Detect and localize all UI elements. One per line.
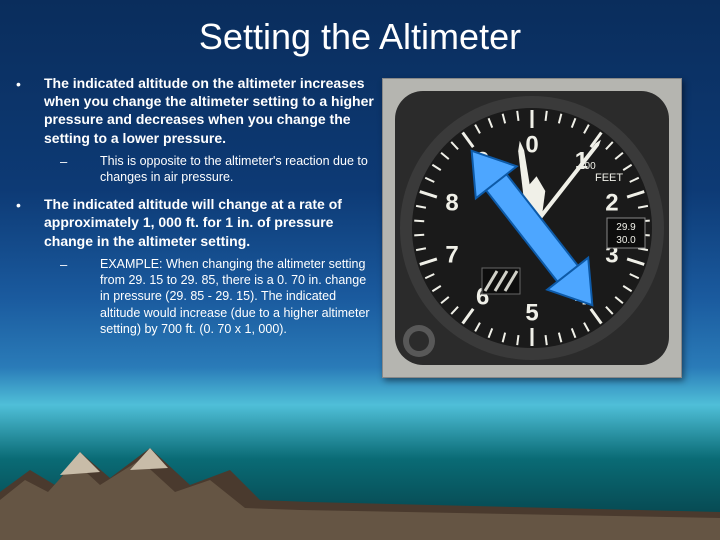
text-column: • The indicated altitude on the altimete… (12, 74, 382, 378)
altimeter-figure: 0123456789 100 FEET 29.9 30.0 (382, 78, 682, 378)
bullet-text: The indicated altitude on the altimeter … (44, 74, 382, 147)
bullet-item: • The indicated altitude on the altimete… (12, 74, 382, 147)
sub-bullet-marker: – (60, 153, 100, 186)
kollsman-value-2: 30.0 (616, 235, 636, 246)
sub-bullet-item: – EXAMPLE: When changing the altimeter s… (12, 256, 382, 337)
kollsman-value-1: 29.9 (616, 222, 636, 233)
altimeter-label-feet: FEET (595, 172, 623, 184)
altimeter-number: 0 (525, 131, 538, 158)
mountain-decoration (0, 430, 720, 540)
bullet-item: • The indicated altitude will change at … (12, 195, 382, 250)
altimeter-number: 5 (525, 299, 538, 326)
altimeter-number: 2 (605, 189, 618, 216)
altimeter-number: 7 (445, 241, 458, 268)
sub-bullet-marker: – (60, 256, 100, 337)
sub-bullet-text: This is opposite to the altimeter's reac… (100, 153, 382, 186)
sub-bullet-text: EXAMPLE: When changing the altimeter set… (100, 256, 382, 337)
bullet-marker: • (12, 195, 44, 250)
bullet-marker: • (12, 74, 44, 147)
page-title: Setting the Altimeter (0, 0, 720, 66)
content-area: • The indicated altitude on the altimete… (0, 66, 720, 378)
image-column: 0123456789 100 FEET 29.9 30.0 (382, 74, 692, 378)
bullet-text: The indicated altitude will change at a … (44, 195, 382, 250)
altimeter-svg: 0123456789 100 FEET 29.9 30.0 (387, 83, 677, 373)
altimeter-number: 8 (445, 189, 458, 216)
sub-bullet-item: – This is opposite to the altimeter's re… (12, 153, 382, 186)
